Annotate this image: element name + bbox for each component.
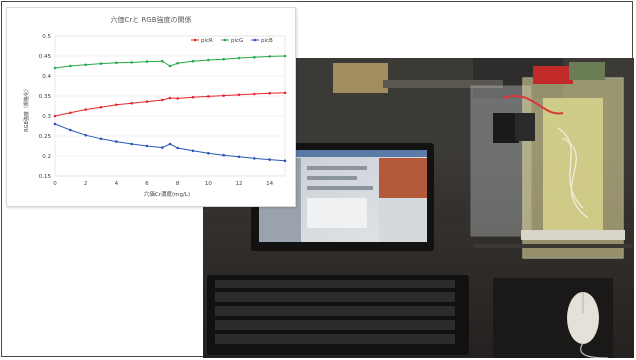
data-point-picB bbox=[268, 158, 271, 161]
series-lines bbox=[53, 54, 287, 163]
y-tick-label: 0.4 bbox=[42, 74, 51, 80]
data-point-picG bbox=[130, 61, 133, 64]
data-point-picB bbox=[237, 155, 241, 159]
data-point-picB bbox=[145, 144, 149, 148]
data-point-picG bbox=[268, 55, 271, 58]
data-point-picB bbox=[168, 142, 172, 146]
data-point-picG bbox=[161, 59, 164, 63]
data-point-picB bbox=[115, 140, 118, 143]
legend-label: picR bbox=[201, 38, 213, 44]
data-point-picR bbox=[161, 98, 164, 102]
mouse bbox=[567, 292, 599, 344]
legend-label: picB bbox=[261, 38, 273, 44]
data-point-picB bbox=[207, 151, 210, 155]
x-axis-label: 六価Cr濃度(mg/L) bbox=[144, 190, 190, 198]
y-tick-label: 0.45 bbox=[39, 54, 52, 60]
data-point-picR bbox=[99, 105, 103, 109]
data-point-picG bbox=[253, 55, 256, 59]
x-tick-label: 8 bbox=[176, 181, 180, 187]
data-point-picG bbox=[53, 66, 57, 70]
data-point-picB bbox=[69, 128, 72, 132]
plot-grid bbox=[54, 35, 286, 177]
data-point-picG bbox=[283, 54, 287, 58]
x-tick-label: 6 bbox=[145, 181, 149, 187]
x-tick-label: 10 bbox=[205, 181, 212, 187]
x-tick-label: 2 bbox=[84, 181, 88, 187]
series-line-picB bbox=[54, 123, 286, 162]
legend-marker bbox=[223, 38, 227, 42]
y-tick-label: 0.15 bbox=[39, 174, 52, 180]
data-point-picB bbox=[222, 153, 225, 157]
acrylic-apparatus bbox=[470, 62, 625, 259]
y-tick-label: 0.35 bbox=[39, 94, 52, 100]
x-tick-label: 4 bbox=[115, 181, 119, 187]
y-axis-label: RGB強度（規格化） bbox=[23, 86, 30, 132]
legend-label: picG bbox=[231, 38, 243, 44]
y-tick-label: 0.25 bbox=[39, 134, 52, 140]
x-tick-label: 14 bbox=[266, 181, 273, 187]
data-point-picR bbox=[130, 101, 133, 105]
data-point-picG bbox=[207, 58, 210, 62]
y-tick-label: 0.3 bbox=[42, 114, 51, 120]
data-point-picR bbox=[176, 97, 179, 100]
data-point-picB bbox=[283, 159, 287, 163]
data-point-picB bbox=[161, 146, 164, 149]
data-point-picB bbox=[130, 142, 133, 146]
data-point-picG bbox=[176, 61, 179, 65]
data-point-picG bbox=[115, 61, 118, 65]
data-point-picR bbox=[84, 108, 87, 111]
data-point-picG bbox=[99, 62, 103, 65]
data-point-picG bbox=[191, 59, 195, 63]
data-point-picR bbox=[283, 91, 287, 95]
data-point-picR bbox=[115, 103, 118, 107]
data-point-picR bbox=[253, 92, 256, 96]
rgb-intensity-chart: 六価Crと RGB強度の関係 RGB強度（規格化） 六価Cr濃度(mg/L) 0… bbox=[6, 7, 296, 207]
data-point-picB bbox=[84, 133, 87, 137]
data-point-picR bbox=[145, 100, 149, 103]
y-tick-label: 0.2 bbox=[42, 154, 51, 160]
data-point-picG bbox=[84, 63, 87, 67]
y-tick-labels: 0.15 0.2 0.25 0.3 0.35 0.4 0.45 0.5 bbox=[39, 34, 52, 180]
data-point-picR bbox=[53, 114, 57, 118]
legend-marker bbox=[193, 38, 197, 42]
data-point-picG bbox=[237, 56, 241, 60]
data-point-picG bbox=[145, 60, 149, 63]
x-tick-label: 12 bbox=[236, 181, 243, 187]
data-point-picG bbox=[168, 64, 172, 68]
legend: picR picG picB bbox=[191, 38, 273, 44]
data-point-picG bbox=[222, 57, 225, 61]
data-point-picB bbox=[191, 149, 195, 153]
data-point-picR bbox=[69, 111, 72, 115]
data-point-picB bbox=[253, 157, 256, 160]
data-point-picR bbox=[222, 94, 225, 97]
x-tick-labels: 0 2 4 6 8 10 12 14 bbox=[53, 181, 273, 187]
data-point-picB bbox=[99, 137, 103, 141]
data-point-picR bbox=[268, 91, 271, 95]
data-point-picR bbox=[168, 96, 172, 100]
data-point-picR bbox=[207, 95, 210, 98]
data-point-picR bbox=[237, 93, 241, 97]
legend-marker bbox=[253, 38, 257, 42]
series-line-picR bbox=[54, 92, 286, 117]
data-point-picB bbox=[53, 122, 57, 126]
chart-title: 六価Crと RGB強度の関係 bbox=[110, 15, 191, 24]
keyboard bbox=[207, 275, 469, 355]
y-tick-label: 0.5 bbox=[42, 34, 51, 40]
x-tick-label: 0 bbox=[53, 181, 57, 187]
data-point-picR bbox=[191, 95, 195, 99]
data-point-picB bbox=[176, 146, 179, 150]
data-point-picG bbox=[69, 64, 72, 68]
